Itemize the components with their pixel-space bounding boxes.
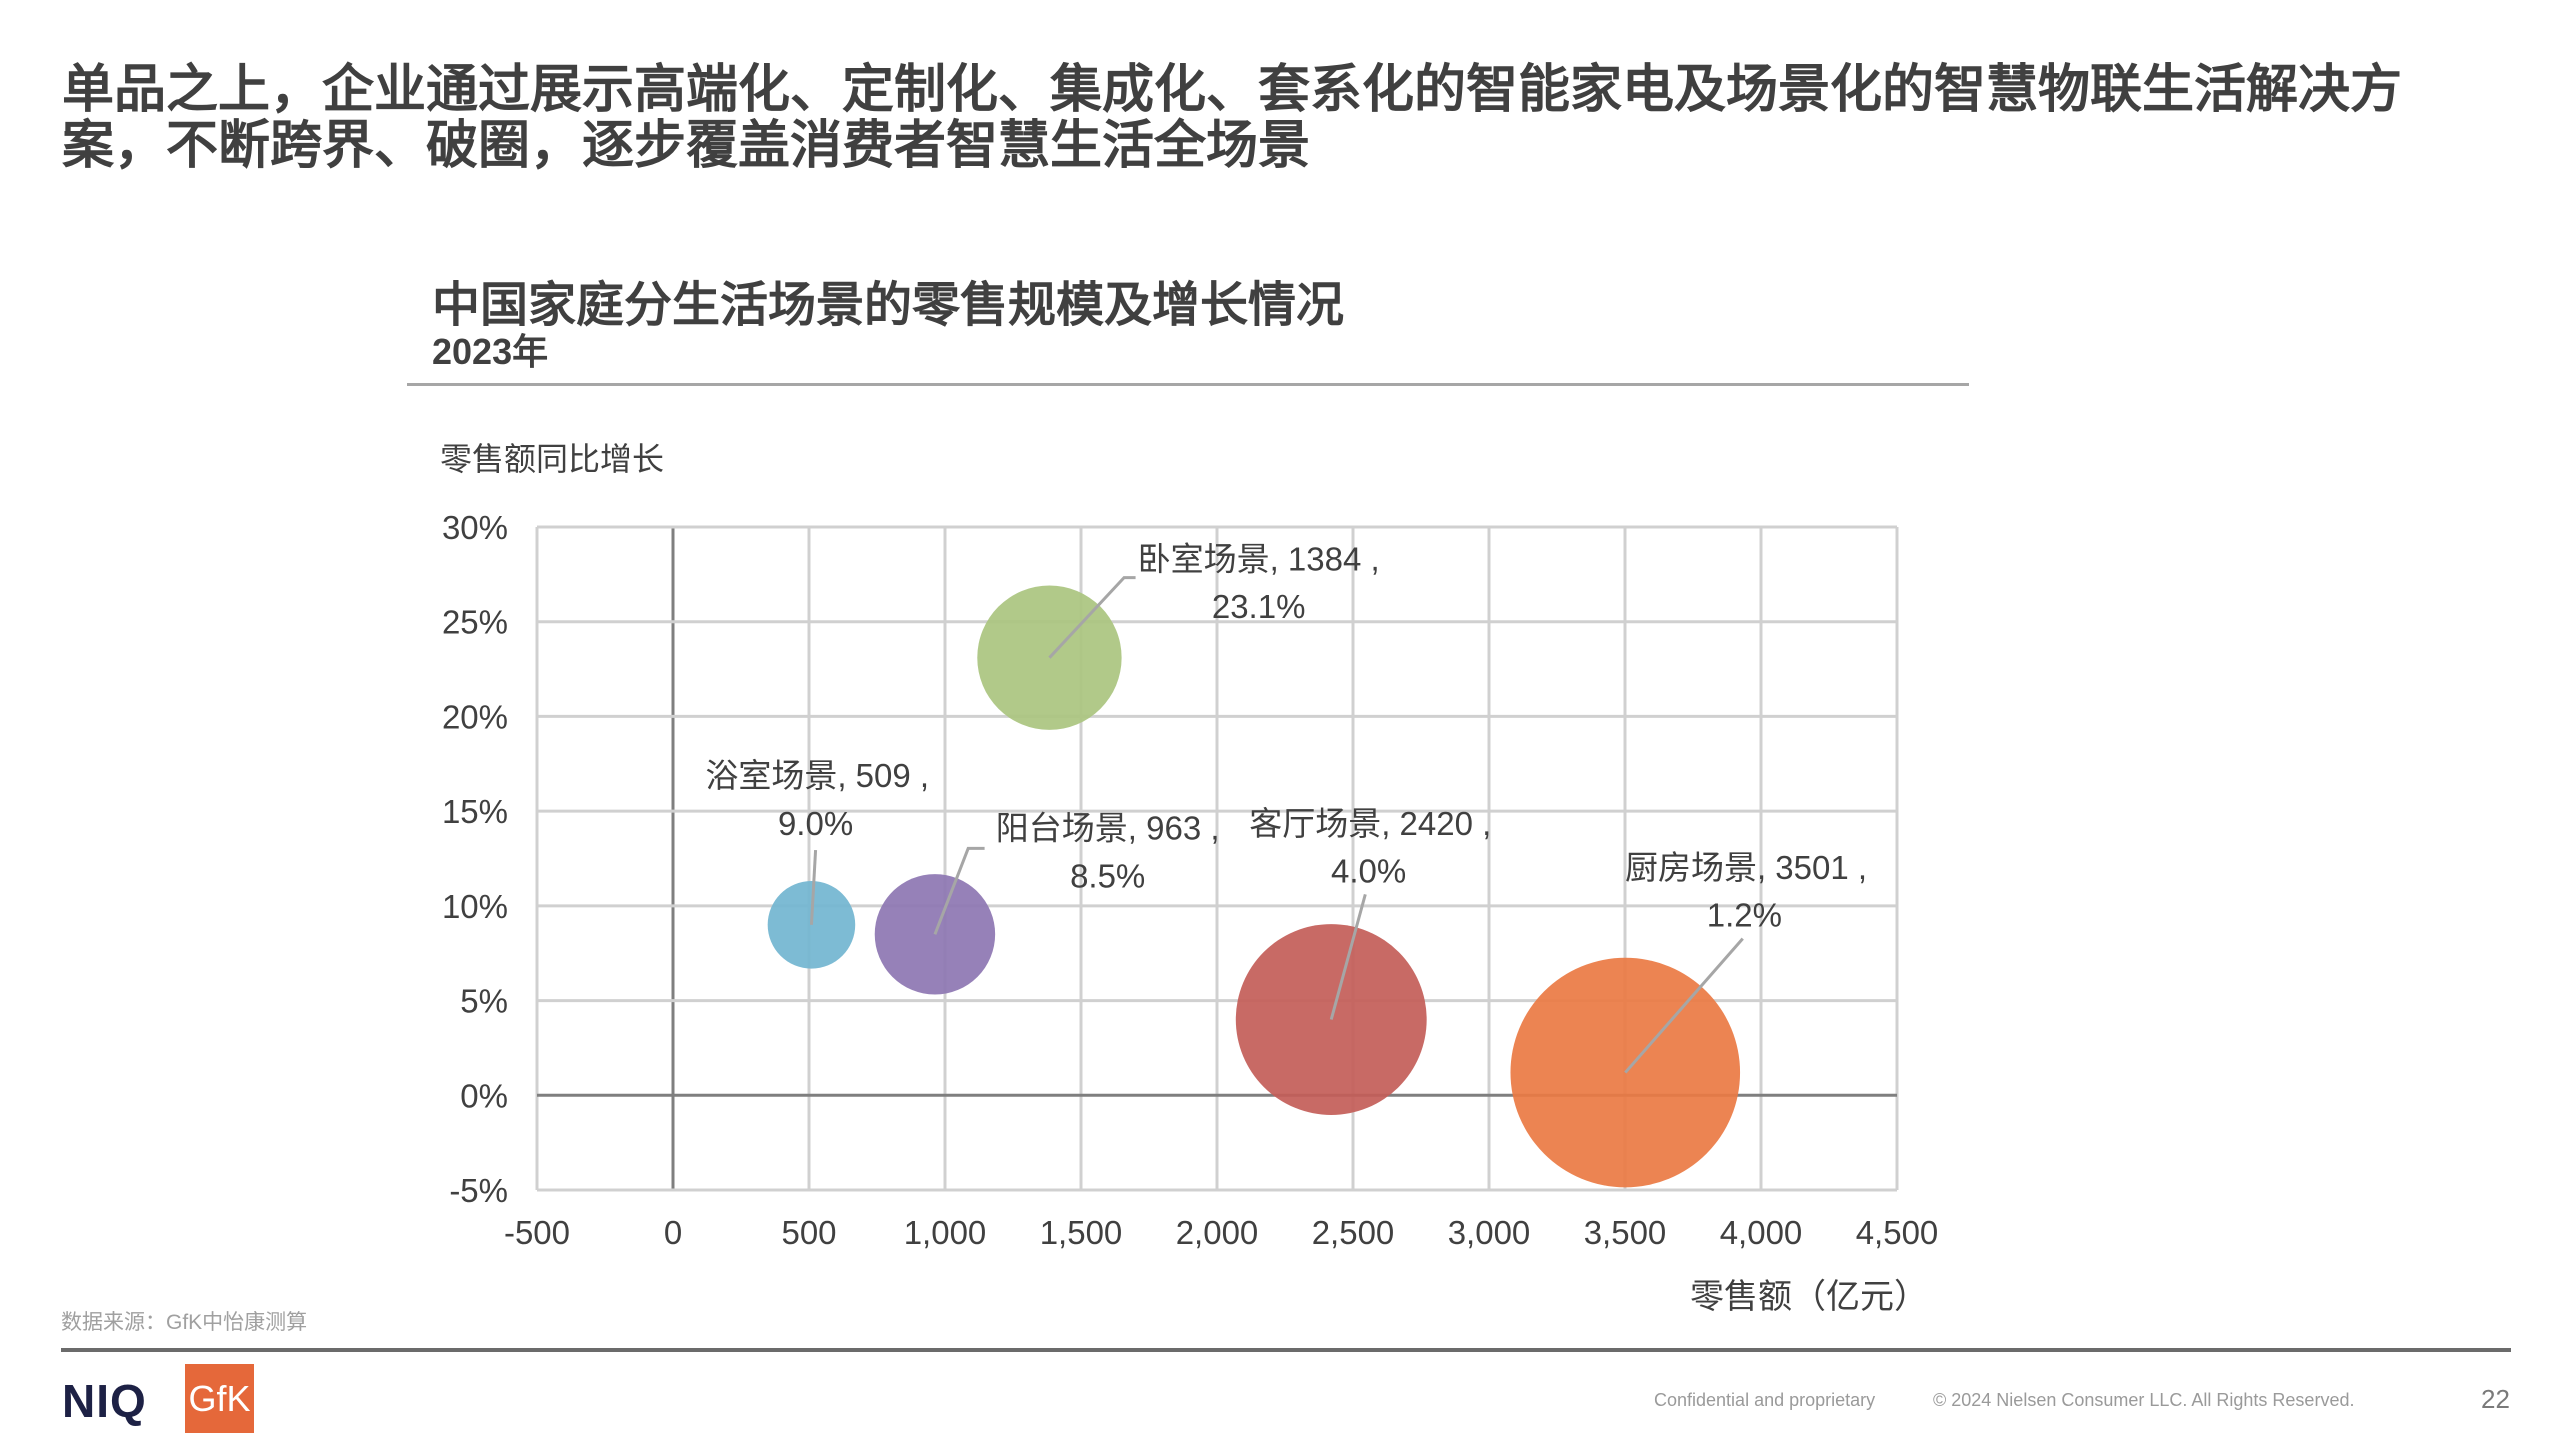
data-label-name: 客厅场景, 2420 , — [1249, 805, 1491, 842]
data-labels: 浴室场景, 509 , 9.0% 阳台场景, 963 , 8.5% 卧室场景, 1384… — [705, 541, 1867, 934]
data-label-value: 4.0% — [1331, 852, 1406, 889]
footer-divider — [61, 1348, 2511, 1352]
y-axis-title: 零售额同比增长 — [440, 441, 664, 477]
chart-subtitle: 2023年 — [432, 331, 549, 372]
y-tick-label: 25% — [442, 604, 508, 641]
data-label-name: 阳台场景, 963 , — [996, 810, 1220, 847]
tick-labels: -500 0 500 1,000 1,500 2,000 2,500 3,000 3,500 4,… — [442, 509, 1938, 1251]
confidential-note: Confidential and proprietary — [1654, 1390, 1876, 1410]
x-tick-label: 4,000 — [1720, 1214, 1803, 1251]
x-tick-label: 2,000 — [1176, 1214, 1259, 1251]
bubble-1 — [767, 881, 856, 969]
y-tick-label: 10% — [442, 888, 508, 925]
x-axis-title: 零售额（亿元） — [1690, 1278, 1928, 1316]
x-tick-label: 1,500 — [1040, 1214, 1123, 1251]
y-tick-label: 20% — [442, 698, 508, 735]
page-number: 22 — [2481, 1384, 2510, 1414]
bubbles — [767, 585, 1741, 1188]
data-label-value: 9.0% — [778, 805, 853, 842]
x-tick-label: 2,500 — [1312, 1214, 1395, 1251]
data-label-value: 23.1% — [1212, 588, 1306, 625]
x-tick-label: 3,000 — [1448, 1214, 1531, 1251]
x-tick-label: 1,000 — [904, 1214, 987, 1251]
data-label-value: 8.5% — [1070, 857, 1145, 894]
y-tick-label: 30% — [442, 509, 508, 546]
source-note: 数据来源：GfK中怡康测算 — [61, 1311, 308, 1334]
y-tick-label: 15% — [442, 793, 508, 830]
grid — [535, 525, 1899, 1192]
data-label-name: 厨房场景, 3501 , — [1625, 849, 1867, 886]
copyright-note: © 2024 Nielsen Consumer LLC. All Rights … — [1933, 1390, 2355, 1410]
leader-line — [1624, 937, 1744, 1074]
x-tick-label: -500 — [504, 1214, 570, 1251]
y-tick-label: 0% — [460, 1077, 508, 1114]
leader-lines — [809, 576, 1744, 1074]
data-label-name: 卧室场景, 1384 , — [1138, 541, 1380, 578]
data-label-value: 1.2% — [1707, 897, 1782, 934]
leader-line — [933, 846, 985, 935]
x-tick-label: 3,500 — [1584, 1214, 1667, 1251]
gfk-logo: GfK — [185, 1364, 254, 1433]
y-tick-label: -5% — [449, 1172, 508, 1209]
x-tick-label: 0 — [664, 1214, 682, 1251]
leader-line — [809, 849, 818, 925]
x-tick-label: 500 — [781, 1214, 836, 1251]
title-divider — [407, 383, 1969, 386]
chart-title: 中国家庭分生活场景的零售规模及增长情况 — [432, 279, 1345, 332]
leader-line — [1048, 576, 1136, 659]
headline: 单品之上，企业通过展示高端化、定制化、集成化、套系化的智能家电及场景化的智慧物联… — [62, 61, 2403, 175]
x-tick-label: 4,500 — [1856, 1214, 1939, 1251]
data-label-name: 浴室场景, 509 , — [705, 757, 929, 794]
leader-line — [1329, 893, 1367, 1020]
y-tick-label: 5% — [460, 983, 508, 1020]
niq-logo: NIQ — [62, 1375, 147, 1427]
